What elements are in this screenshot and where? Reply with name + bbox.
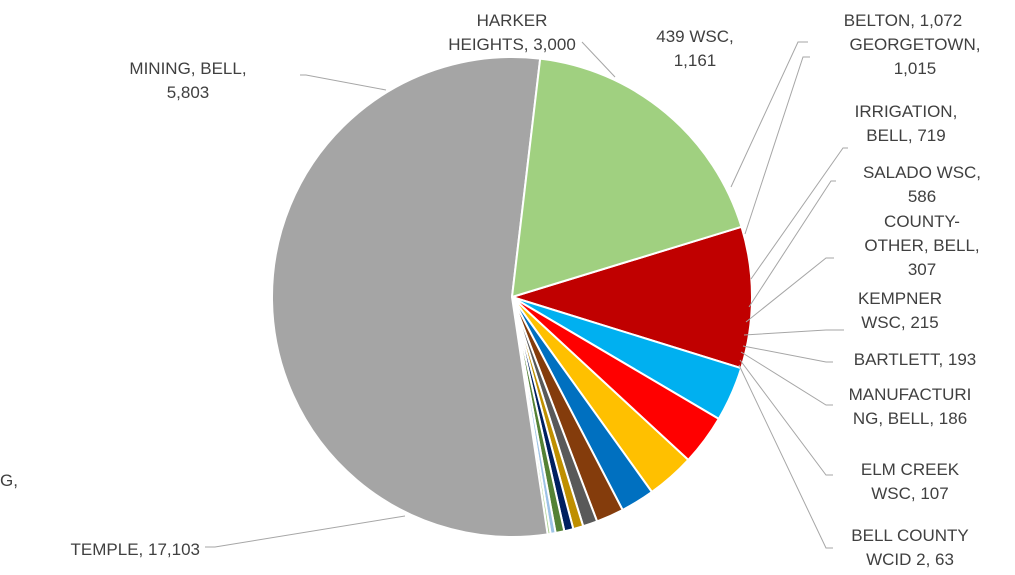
data-label: IRRIGATION, BELL, 719	[855, 102, 958, 145]
data-label-line: 586	[908, 187, 936, 206]
data-label: BELTON, 1,072	[844, 11, 962, 30]
leader-line	[745, 257, 834, 323]
pie-slices	[271, 56, 753, 538]
data-label-line: 1,161	[674, 51, 717, 70]
data-label-line: BELL COUNTY	[851, 526, 968, 545]
data-label: TEMPLE, 17,103	[71, 540, 200, 559]
pie-slice	[511, 57, 743, 298]
data-label-line: 1,015	[894, 59, 937, 78]
data-label-line: 5,803	[167, 83, 210, 102]
data-label-line: COUNTY-	[884, 212, 960, 231]
leader-line	[738, 364, 833, 549]
leader-line	[205, 515, 406, 548]
data-label-line: IRRIGATION,	[855, 102, 958, 121]
data-label-line: HARKER	[477, 11, 548, 30]
data-label-line: GEORGETOWN,	[850, 35, 981, 54]
data-label-line: MANUFACTURI	[849, 385, 972, 404]
data-label-line: ELM CREEK	[861, 460, 960, 479]
pie-slice	[271, 56, 549, 538]
data-label: COUNTY- OTHER, BELL, 307	[864, 212, 979, 279]
data-label-line: TEMPLE, 17,103	[71, 540, 200, 559]
data-label-line: KEMPNER	[858, 289, 942, 308]
data-label-line: BELTON, 1,072	[844, 11, 962, 30]
data-labels: HARKER HEIGHTS, 3,000 439 WSC, 1,161 BELTON,…	[71, 11, 982, 569]
data-label-line: NG, BELL, 186	[853, 409, 967, 428]
data-label: 439 WSC, 1,161	[656, 27, 733, 70]
data-label-line: MINING, BELL,	[129, 59, 246, 78]
leader-line	[581, 41, 616, 78]
data-label-line: WCID 2, 63	[866, 550, 954, 569]
leader-lines	[205, 41, 848, 549]
data-label: GEORGETOWN, 1,015	[850, 35, 981, 78]
data-label: MANUFACTURI NG, BELL, 186	[849, 385, 972, 428]
data-label-line: BARTLETT, 193	[854, 350, 977, 369]
leader-line	[750, 147, 848, 280]
data-label-line: HEIGHTS, 3,000	[448, 35, 576, 54]
data-label-line: 307	[908, 260, 936, 279]
data-label-line: WSC, 215	[861, 313, 938, 332]
pie-slice	[511, 225, 753, 370]
data-label: KEMPNER WSC, 215	[858, 289, 942, 332]
leader-line	[744, 56, 810, 235]
data-label: BARTLETT, 193	[854, 350, 977, 369]
leader-line	[740, 351, 833, 406]
data-label-line: WSC, 107	[871, 484, 948, 503]
clipped-data-label: G,	[0, 471, 18, 490]
leader-line	[739, 359, 833, 476]
leader-line	[730, 41, 808, 188]
data-label-line: BELL, 719	[866, 126, 945, 145]
data-label-line: SALADO WSC,	[863, 163, 981, 182]
data-label: ELM CREEK WSC, 107	[861, 460, 960, 503]
leader-line	[300, 74, 387, 91]
data-label-line: 439 WSC,	[656, 27, 733, 46]
leader-line	[743, 329, 844, 336]
leader-line	[742, 345, 833, 363]
data-label: MINING, BELL, 5,803	[129, 59, 246, 102]
data-label: BELL COUNTY WCID 2, 63	[851, 526, 968, 569]
leader-line	[748, 180, 836, 308]
data-label: SALADO WSC, 586	[863, 163, 981, 206]
data-label: HARKER HEIGHTS, 3,000	[448, 11, 576, 54]
data-label-line: OTHER, BELL,	[864, 236, 979, 255]
